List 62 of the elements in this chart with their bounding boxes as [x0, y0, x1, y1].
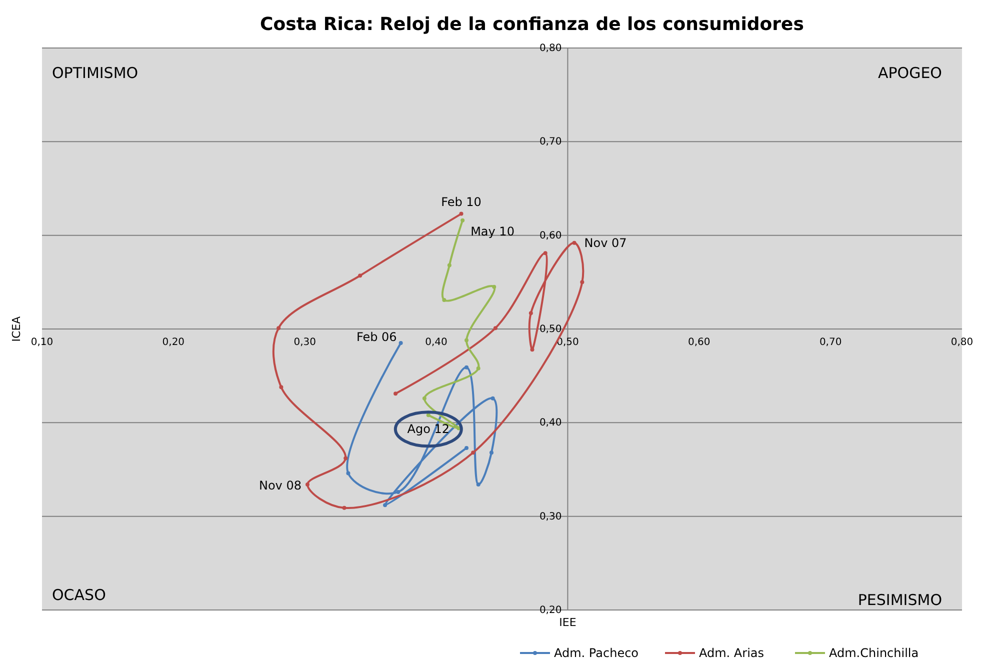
point: [543, 251, 548, 256]
point: [476, 482, 480, 486]
point: [346, 471, 350, 476]
point: [572, 240, 576, 245]
point: [422, 396, 426, 400]
y-tick-label: 0,50: [539, 324, 562, 335]
point: [460, 218, 465, 222]
legend-label: Adm. Pacheco: [554, 646, 639, 660]
annotation: APOGEO: [878, 64, 942, 82]
annotation: Nov 07: [584, 236, 627, 250]
point: [394, 392, 398, 396]
annotation: PESIMISMO: [858, 591, 942, 609]
point: [447, 263, 452, 268]
annotation: OPTIMISMO: [52, 64, 138, 82]
annotation: OCASO: [52, 586, 106, 604]
point: [398, 341, 403, 346]
point: [344, 456, 348, 460]
x-tick-label: 0,80: [950, 337, 974, 348]
annotation: May 10: [470, 224, 514, 238]
point: [530, 348, 534, 352]
x-tick-label: 0,40: [425, 337, 448, 348]
point: [464, 338, 469, 342]
point: [383, 503, 388, 508]
y-tick-label: 0,20: [539, 605, 562, 616]
point: [476, 366, 480, 370]
point: [490, 396, 495, 400]
y-tick-label: 0,80: [539, 43, 562, 54]
x-tick-label: 0,30: [294, 337, 316, 348]
x-tick-label: 0,60: [688, 337, 710, 348]
x-tick-label: 0,20: [162, 337, 185, 348]
point: [342, 506, 346, 510]
point: [528, 311, 533, 316]
point: [358, 274, 362, 278]
point: [459, 212, 464, 216]
x-axis-title: IEE: [559, 616, 576, 629]
point: [426, 413, 430, 418]
point: [396, 490, 400, 494]
point: [464, 446, 469, 450]
point: [279, 385, 284, 390]
annotation: Feb 06: [356, 330, 397, 344]
point: [580, 280, 584, 284]
legend-label: Adm. Arias: [699, 646, 764, 660]
point: [492, 284, 496, 289]
y-tick-label: 0,70: [539, 136, 562, 148]
annotation: Nov 08: [258, 478, 302, 492]
point: [442, 298, 446, 302]
point: [489, 450, 494, 455]
chart-title: Costa Rica: Reloj de la confianza de los consumidores: [260, 14, 804, 35]
x-tick-label: 0,70: [819, 337, 842, 348]
x-tick-label: 0,10: [30, 337, 54, 348]
y-axis-title: ICEA: [10, 316, 23, 342]
legend-label: Adm.Chinchilla: [829, 646, 919, 660]
annotation: Ago 12: [407, 422, 450, 436]
y-tick-label: 0,40: [539, 418, 562, 429]
y-tick-label: 0,60: [539, 230, 562, 242]
point: [276, 326, 281, 330]
point: [464, 365, 469, 370]
point: [471, 450, 476, 455]
y-tick-label: 0,30: [539, 511, 562, 522]
point: [493, 326, 498, 330]
annotation: Feb 10: [441, 194, 482, 209]
point: [305, 482, 310, 486]
